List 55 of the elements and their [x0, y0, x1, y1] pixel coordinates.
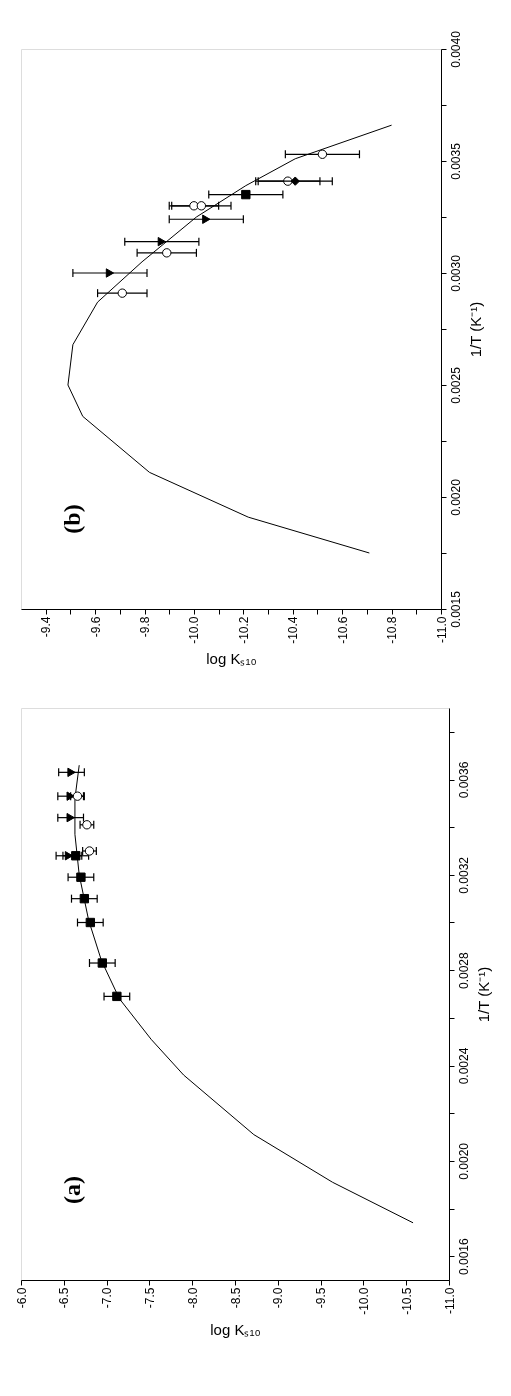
point — [317, 149, 328, 159]
x-tick-label: -10.6 — [335, 616, 350, 644]
y-tick-label: 0.0035 — [448, 142, 463, 180]
point — [189, 201, 199, 211]
annotation: (b) — [59, 504, 85, 534]
x-axis-title: log Kₛ₁₀ — [210, 1320, 261, 1338]
x-tick-label: -10.0 — [356, 1287, 371, 1315]
x-tick-label: -9.6 — [88, 616, 103, 638]
x-tick-label: -11.0 — [442, 1287, 457, 1314]
x-tick-label: -6.0 — [14, 1287, 29, 1309]
point — [67, 767, 76, 778]
x-tick-label: -10.5 — [399, 1287, 414, 1315]
y-tick-label: 0.0024 — [456, 1047, 471, 1085]
y-tick-label: 0.0020 — [456, 1142, 471, 1180]
y-tick-label: 0.0036 — [456, 761, 471, 799]
point — [162, 248, 172, 258]
point — [85, 917, 96, 928]
point — [202, 214, 211, 224]
point — [66, 812, 75, 823]
x-tick-label: -8.5 — [228, 1287, 243, 1309]
x-tick-label: -8.0 — [185, 1287, 200, 1309]
x-tick-label: -9.0 — [271, 1287, 286, 1309]
y-tick-label: 0.0015 — [448, 590, 463, 628]
x-tick-label: -10.0 — [187, 616, 202, 644]
point — [112, 991, 122, 1002]
annotation: (a) — [59, 1176, 85, 1204]
point — [157, 236, 166, 247]
y-tick-label: 0.0020 — [448, 478, 463, 516]
point — [117, 288, 127, 298]
point — [105, 268, 115, 278]
point — [76, 872, 86, 882]
point — [97, 958, 107, 968]
y-tick-label: 0.0016 — [456, 1237, 471, 1276]
x-tick-label: -7.5 — [142, 1287, 157, 1309]
x-tick-label: -6.5 — [57, 1287, 72, 1309]
point — [290, 176, 300, 186]
y-tick-label: 0.0025 — [448, 366, 463, 404]
x-tick-label: -9.8 — [138, 616, 153, 638]
x-tick-label: -9.5 — [314, 1287, 329, 1309]
point — [196, 201, 207, 211]
point — [79, 893, 90, 904]
x-tick-label: -10.8 — [385, 616, 400, 644]
point — [241, 189, 251, 200]
x-tick-label: -9.4 — [39, 616, 54, 638]
y-tick-label: 0.0028 — [456, 951, 471, 990]
x-tick-label: -10.4 — [286, 616, 301, 644]
y-tick-label: 0.0030 — [448, 254, 463, 292]
x-tick-label: -11.0 — [434, 616, 449, 643]
y-tick-label: 0.0032 — [456, 856, 471, 894]
x-tick-label: -7.0 — [100, 1287, 115, 1309]
y-tick-label: 0.0040 — [448, 30, 463, 68]
x-tick-label: -10.2 — [236, 616, 251, 644]
x-axis-title: log Kₛ₁₀ — [206, 649, 257, 667]
y-axis-title: 1/T (K⁻¹) — [466, 301, 484, 358]
y-axis-title: 1/T (K⁻¹) — [474, 966, 492, 1023]
